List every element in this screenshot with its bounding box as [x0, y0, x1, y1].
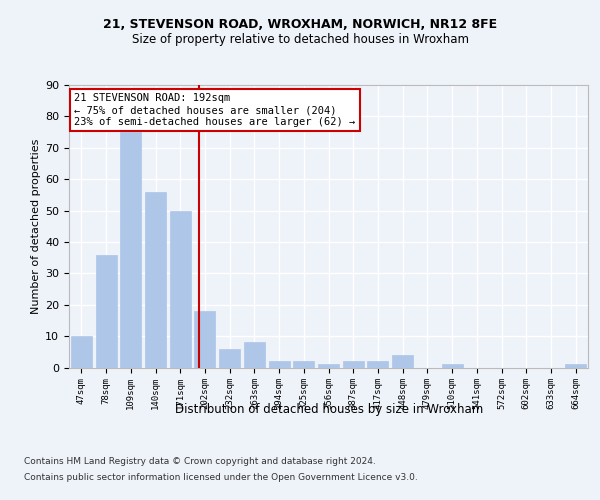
- Bar: [392, 355, 413, 368]
- Bar: [219, 348, 240, 368]
- Text: Contains HM Land Registry data © Crown copyright and database right 2024.: Contains HM Land Registry data © Crown c…: [24, 458, 376, 466]
- Bar: [367, 361, 388, 368]
- Bar: [170, 210, 191, 368]
- Y-axis label: Number of detached properties: Number of detached properties: [31, 138, 41, 314]
- Bar: [293, 361, 314, 368]
- Text: 21 STEVENSON ROAD: 192sqm
← 75% of detached houses are smaller (204)
23% of semi: 21 STEVENSON ROAD: 192sqm ← 75% of detac…: [74, 94, 355, 126]
- Bar: [565, 364, 586, 368]
- Text: Size of property relative to detached houses in Wroxham: Size of property relative to detached ho…: [131, 32, 469, 46]
- Bar: [318, 364, 339, 368]
- Bar: [343, 361, 364, 368]
- Bar: [442, 364, 463, 368]
- Text: Distribution of detached houses by size in Wroxham: Distribution of detached houses by size …: [175, 402, 483, 415]
- Bar: [194, 311, 215, 368]
- Text: 21, STEVENSON ROAD, WROXHAM, NORWICH, NR12 8FE: 21, STEVENSON ROAD, WROXHAM, NORWICH, NR…: [103, 18, 497, 30]
- Text: Contains public sector information licensed under the Open Government Licence v3: Contains public sector information licen…: [24, 472, 418, 482]
- Bar: [244, 342, 265, 367]
- Bar: [269, 361, 290, 368]
- Bar: [120, 132, 141, 368]
- Bar: [95, 254, 116, 368]
- Bar: [145, 192, 166, 368]
- Bar: [71, 336, 92, 368]
